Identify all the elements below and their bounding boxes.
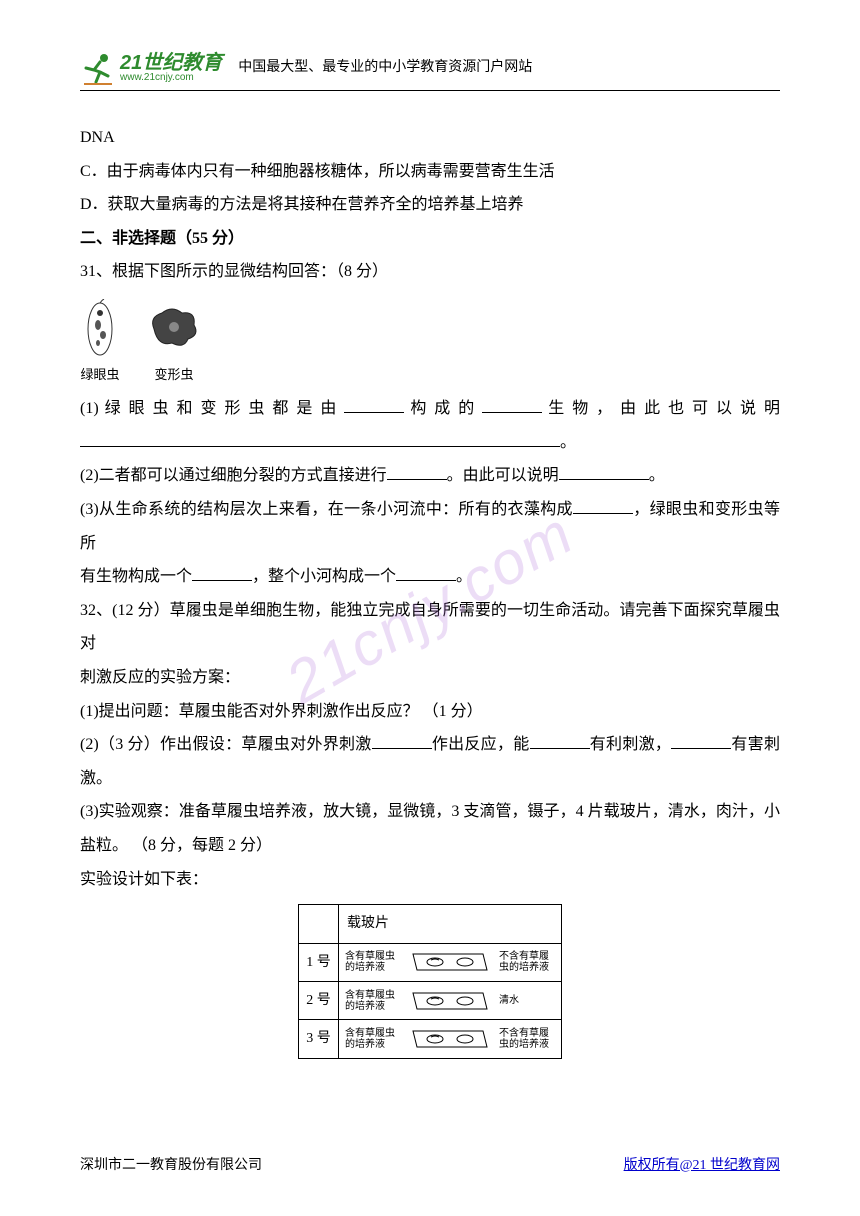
q31-1-c: 生 物 ， 由 此 也 可 以 说 明 [542, 400, 780, 417]
q32-2-b: 作出反应，能 [432, 736, 530, 753]
blank [344, 397, 404, 413]
table-header-slide: 载玻片 [339, 905, 562, 943]
row3-num: 3 号 [299, 1020, 339, 1058]
q32-3-line1: (3)实验观察：准备草履虫培养液，放大镜，显微镜，3 支滴管，镊子，4 片载玻片… [80, 795, 780, 829]
logo-sub-text: www.21cnjy.com [120, 73, 222, 83]
q31-2-b: 。由此可以说明 [447, 467, 559, 484]
q31-3-e: 。 [456, 568, 472, 585]
q31-3-a: (3)从生命系统的结构层次上来看，在一条小河流中：所有的衣藻构成 [80, 501, 573, 518]
q31-1-b: 构 成 的 [404, 400, 482, 417]
q31-2-c: 。 [649, 467, 665, 484]
row2-right-label: 清水 [499, 995, 555, 1006]
row3-right-label: 不含有草履虫的培养液 [499, 1028, 555, 1050]
q31-1-end: 。 [560, 434, 576, 451]
row1-num: 1 号 [299, 943, 339, 981]
q31-1-line1: (1) 绿 眼 虫 和 变 形 虫 都 是 由 构 成 的 生 物 ， 由 此 … [80, 392, 780, 426]
organism-2-label: 变形虫 [154, 361, 193, 388]
organism-1: 绿眼虫 [80, 299, 120, 388]
q31-1-line2: 。 [80, 426, 780, 460]
footer-company: 深圳市二一教育股份有限公司 [80, 1151, 262, 1180]
section-2-heading: 二、非选择题（55 分） [80, 222, 780, 256]
table-header-blank [299, 905, 339, 943]
logo-main-text: 21世纪教育 [120, 53, 222, 73]
content-body: DNA C．由于病毒体内只有一种细胞器核糖体，所以病毒需要营寄生生活 D．获取大… [80, 121, 780, 1059]
row1-slide: 含有草履虫的培养液 不含有草履虫的培养液 [339, 943, 562, 981]
blank [192, 565, 252, 581]
row2-num: 2 号 [299, 981, 339, 1019]
row1-right-label: 不含有草履虫的培养液 [499, 951, 555, 973]
q32-1: (1)提出问题：草履虫能否对外界刺激作出反应？ （1 分） [80, 695, 780, 729]
organism-2: 变形虫 [144, 299, 204, 388]
experiment-table: 载玻片 1 号 含有草履虫的培养液 不含有草履虫的培养液 2 号 [298, 904, 562, 1059]
blank [482, 397, 542, 413]
q32-3-line2: 盐粒。 （8 分，每题 2 分） [80, 829, 780, 863]
table-row: 1 号 含有草履虫的培养液 不含有草履虫的培养液 [299, 943, 562, 981]
q31-2-a: (2)二者都可以通过细胞分裂的方式直接进行 [80, 467, 387, 484]
q31-1-a: (1) 绿 眼 虫 和 变 形 虫 都 是 由 [80, 400, 344, 417]
q32-3-line3: 实验设计如下表： [80, 863, 780, 897]
blank [396, 565, 456, 581]
q31-figures: 绿眼虫 变形虫 [80, 299, 780, 388]
q32-2-c: 有利刺激， [590, 736, 672, 753]
blank [80, 431, 560, 447]
row2-slide: 含有草履虫的培养液 清水 [339, 981, 562, 1019]
slide-icon [405, 989, 495, 1013]
header-tagline: 中国最大型、最专业的中小学教育资源门户网站 [238, 53, 532, 82]
euglena-icon [80, 299, 120, 359]
q32-2-a: (2)（3 分）作出假设：草履虫对外界刺激 [80, 736, 372, 753]
blank [372, 733, 432, 749]
slide-icon [405, 950, 495, 974]
row3-left-label: 含有草履虫的培养液 [345, 1028, 401, 1050]
text-dna: DNA [80, 121, 780, 155]
blank [671, 733, 731, 749]
organism-1-label: 绿眼虫 [80, 361, 119, 388]
q31-2: (2)二者都可以通过细胞分裂的方式直接进行 。由此可以说明 。 [80, 459, 780, 493]
footer-copyright-link[interactable]: 版权所有@21 世纪教育网 [624, 1151, 780, 1180]
slide-icon [405, 1027, 495, 1051]
row2-left-label: 含有草履虫的培养液 [345, 990, 401, 1012]
q31-3-line1: (3)从生命系统的结构层次上来看，在一条小河流中：所有的衣藻构成，绿眼虫和变形虫… [80, 493, 780, 560]
q32-2-d: 有害刺 [731, 736, 780, 753]
blank [387, 464, 447, 480]
q31-3-d: ，整个小河构成一个 [252, 568, 396, 585]
row3-slide: 含有草履虫的培养液 不含有草履虫的培养液 [339, 1020, 562, 1058]
q32-2-line1: (2)（3 分）作出假设：草履虫对外界刺激 作出反应，能 有利刺激， 有害刺 [80, 728, 780, 762]
page-footer: 深圳市二一教育股份有限公司 版权所有@21 世纪教育网 [80, 1151, 780, 1180]
table-row: 2 号 含有草履虫的培养液 清水 [299, 981, 562, 1019]
row1-left-label: 含有草履虫的培养液 [345, 951, 401, 973]
blank [559, 464, 649, 480]
option-c: C．由于病毒体内只有一种细胞器核糖体，所以病毒需要营寄生生活 [80, 155, 780, 189]
table-header-row: 载玻片 [299, 905, 562, 943]
q32-2-line2: 激。 [80, 762, 780, 796]
blank [530, 733, 590, 749]
page-header: 21世纪教育 www.21cnjy.com 中国最大型、最专业的中小学教育资源门… [80, 50, 780, 91]
blank [573, 498, 633, 514]
amoeba-icon [144, 299, 204, 359]
q32-intro-b: 刺激反应的实验方案： [80, 661, 780, 695]
q31-3-line2: 有生物构成一个 ，整个小河构成一个 。 [80, 560, 780, 594]
q31-3-c: 有生物构成一个 [80, 568, 192, 585]
runner-icon [80, 50, 116, 86]
q31-intro: 31、根据下图所示的显微结构回答：（8 分） [80, 255, 780, 289]
table-row: 3 号 含有草履虫的培养液 不含有草履虫的培养液 [299, 1020, 562, 1058]
q32-intro-a: 32、(12 分）草履虫是单细胞生物，能独立完成自身所需要的一切生命活动。请完善… [80, 594, 780, 661]
site-logo: 21世纪教育 www.21cnjy.com [80, 50, 222, 86]
option-d: D．获取大量病毒的方法是将其接种在营养齐全的培养基上培养 [80, 188, 780, 222]
